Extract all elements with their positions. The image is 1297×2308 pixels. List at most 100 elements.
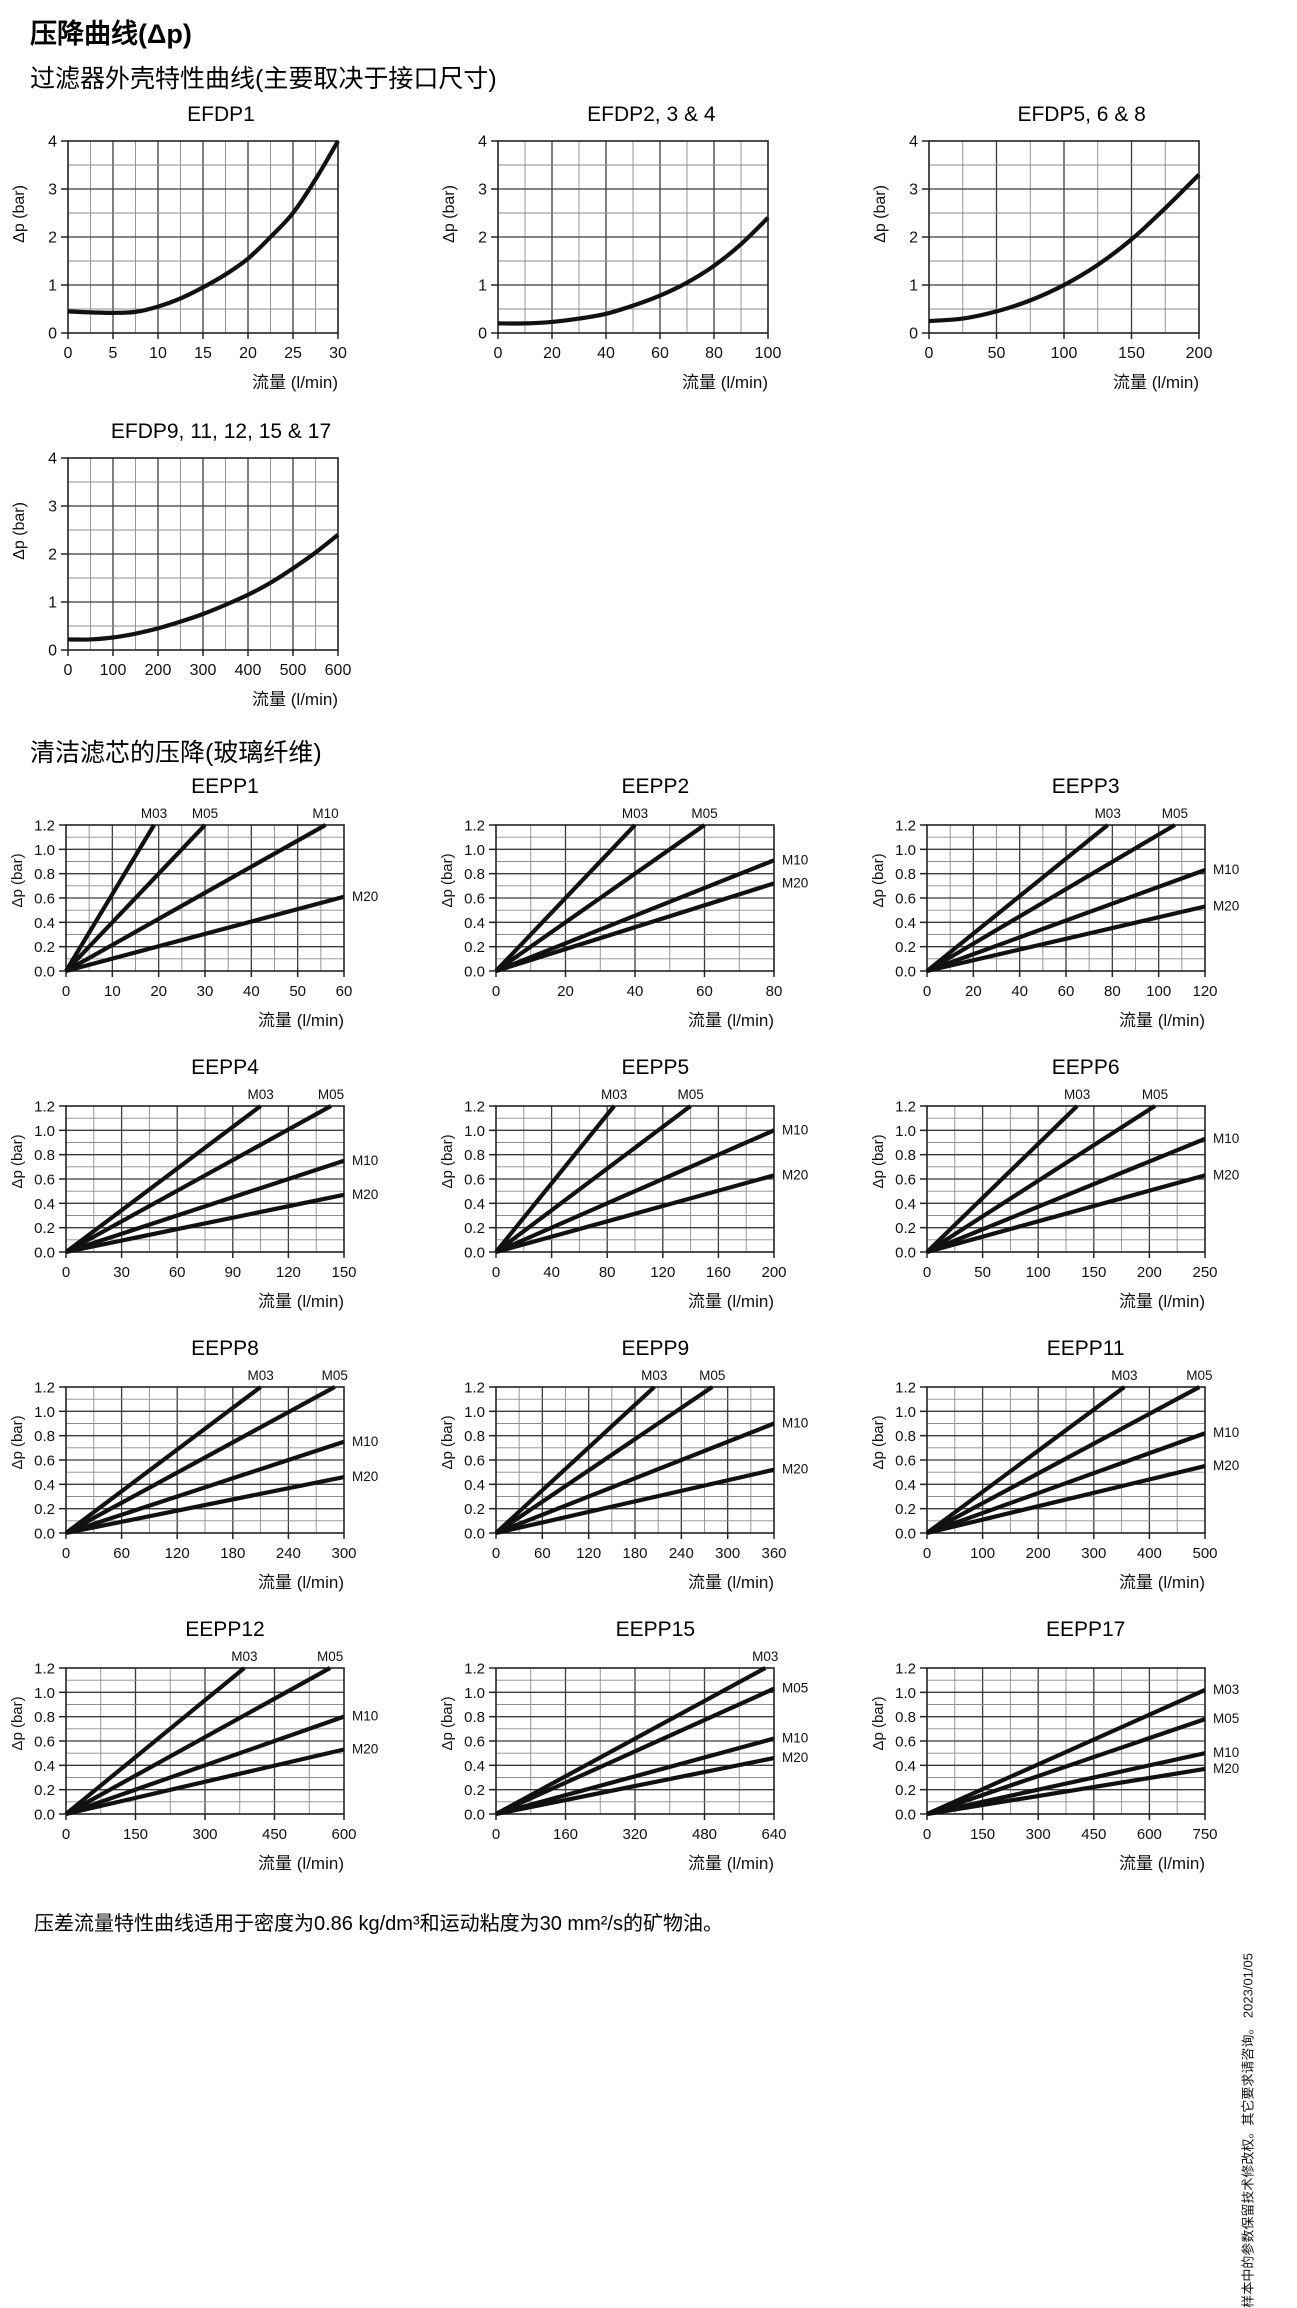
svg-text:0: 0 bbox=[62, 1826, 70, 1843]
label-M03: M03 bbox=[1111, 1368, 1137, 1383]
svg-text:0: 0 bbox=[924, 345, 933, 362]
x-axis-title: 流量 (l/min) bbox=[682, 373, 768, 392]
series bbox=[494, 1104, 776, 1255]
y-axis-title: Δp (bar) bbox=[439, 1134, 456, 1188]
series bbox=[494, 823, 776, 974]
curve-M03 bbox=[495, 1666, 767, 1816]
label-M20: M20 bbox=[782, 875, 808, 890]
svg-text:50: 50 bbox=[974, 1264, 991, 1281]
series bbox=[925, 1104, 1206, 1255]
svg-text:3: 3 bbox=[48, 182, 57, 199]
svg-text:3: 3 bbox=[48, 499, 57, 516]
label-M20: M20 bbox=[352, 1187, 378, 1202]
y-axis-title: Δp (bar) bbox=[439, 853, 456, 907]
svg-text:400: 400 bbox=[1137, 1545, 1162, 1562]
chart-canvas: 0 60 120 180 240 300 流量 (l/min) 0.0 0.2 0.4 0.6 0.8… bbox=[9, 1368, 378, 1592]
label-M10: M10 bbox=[782, 852, 808, 867]
curve bbox=[67, 139, 340, 315]
x-axis-title: 流量 (l/min) bbox=[1119, 1011, 1205, 1030]
x-axis-title: 流量 (l/min) bbox=[1119, 1292, 1205, 1311]
svg-text:0.6: 0.6 bbox=[464, 891, 485, 908]
svg-text:30: 30 bbox=[197, 983, 214, 1000]
x-axis: 0 40 80 120 160 200 流量 (l/min) bbox=[492, 1252, 787, 1311]
label-M05: M05 bbox=[782, 1681, 808, 1696]
label-M10: M10 bbox=[782, 1731, 808, 1746]
curve-M20 bbox=[926, 904, 1206, 974]
label-M03: M03 bbox=[642, 1368, 668, 1383]
svg-text:100: 100 bbox=[1146, 983, 1171, 1000]
svg-text:600: 600 bbox=[1137, 1826, 1162, 1843]
x-axis-title: 流量 (l/min) bbox=[688, 1573, 774, 1592]
y-axis: 0 1 2 3 4 Δp (bar) bbox=[441, 134, 499, 343]
svg-text:0.6: 0.6 bbox=[34, 1453, 55, 1470]
svg-text:0.0: 0.0 bbox=[464, 1807, 485, 1824]
svg-text:300: 300 bbox=[331, 1545, 356, 1562]
svg-text:1.2: 1.2 bbox=[34, 1661, 55, 1678]
curve-M03 bbox=[494, 1385, 657, 1535]
grid bbox=[927, 140, 1200, 334]
x-axis: 0 150 300 450 600 750 流量 (l/min) bbox=[922, 1814, 1217, 1873]
svg-text:4: 4 bbox=[909, 134, 918, 151]
curve-M20 bbox=[926, 1173, 1206, 1255]
label-M20: M20 bbox=[782, 1462, 808, 1477]
svg-text:0.2: 0.2 bbox=[464, 939, 485, 956]
svg-text:20: 20 bbox=[557, 983, 574, 1000]
curve-M10 bbox=[925, 1431, 1206, 1535]
chart-efdp234: EFDP2, 3 & 4 0 20 40 60 80 100 流量 (l/min) 0 1 2 3 4 Δ… bbox=[436, 97, 866, 412]
svg-text:0.0: 0.0 bbox=[895, 964, 916, 981]
svg-text:0.0: 0.0 bbox=[34, 1526, 55, 1543]
series-labels: M03 M05 M10 M20 bbox=[642, 1368, 809, 1477]
y-axis: 0.0 0.2 0.4 0.6 0.8 1.0 1.2 Δp (bar) bbox=[870, 1380, 927, 1543]
curve-M05 bbox=[925, 1104, 1156, 1254]
label-M05: M05 bbox=[678, 1087, 704, 1102]
svg-text:180: 180 bbox=[220, 1545, 245, 1562]
svg-text:2: 2 bbox=[478, 230, 487, 247]
svg-text:100: 100 bbox=[100, 662, 127, 679]
chart-title-efdp568: EFDP5, 6 & 8 bbox=[1017, 103, 1146, 126]
svg-text:0.0: 0.0 bbox=[895, 1807, 916, 1824]
curve-M10 bbox=[65, 1439, 345, 1535]
curve-M03 bbox=[64, 823, 156, 973]
svg-text:0.4: 0.4 bbox=[464, 1758, 485, 1775]
svg-text:40: 40 bbox=[243, 983, 260, 1000]
label-M10: M10 bbox=[352, 1153, 378, 1168]
svg-text:1.0: 1.0 bbox=[895, 1404, 916, 1421]
label-M20: M20 bbox=[1213, 1761, 1239, 1776]
y-axis-title: Δp (bar) bbox=[870, 853, 887, 907]
curve-M10 bbox=[64, 823, 327, 973]
svg-text:1.2: 1.2 bbox=[895, 1099, 916, 1116]
svg-text:3: 3 bbox=[478, 182, 487, 199]
chart-canvas: 0 30 60 90 120 150 流量 (l/min) 0.0 0.2 0.4 0.6 0.8 1.… bbox=[9, 1087, 378, 1311]
svg-text:100: 100 bbox=[1025, 1264, 1050, 1281]
svg-text:0.6: 0.6 bbox=[895, 1172, 916, 1189]
svg-text:0: 0 bbox=[478, 326, 487, 343]
curve-M10 bbox=[65, 1714, 345, 1816]
svg-text:0: 0 bbox=[909, 326, 918, 343]
curve-M10 bbox=[495, 858, 776, 973]
svg-text:1.0: 1.0 bbox=[34, 842, 55, 859]
svg-text:750: 750 bbox=[1192, 1826, 1217, 1843]
curve-M20 bbox=[65, 1474, 345, 1536]
svg-text:0.2: 0.2 bbox=[895, 939, 916, 956]
curve-M10 bbox=[495, 1128, 776, 1254]
series bbox=[64, 823, 345, 974]
x-axis-title: 流量 (l/min) bbox=[1113, 373, 1199, 392]
label-M05: M05 bbox=[1213, 1711, 1239, 1726]
svg-text:0.8: 0.8 bbox=[34, 1428, 55, 1445]
chart-canvas: 0 20 40 60 80 100 流量 (l/min) 0 1 2 3 4 Δp (bar) bbox=[441, 134, 781, 393]
svg-text:50: 50 bbox=[987, 345, 1005, 362]
x-axis: 0 60 120 180 240 300 360 流量 (l/min) bbox=[492, 1533, 787, 1592]
svg-text:1.2: 1.2 bbox=[895, 818, 916, 835]
svg-text:300: 300 bbox=[192, 1826, 217, 1843]
x-axis-title: 流量 (l/min) bbox=[258, 1854, 344, 1873]
label-M20: M20 bbox=[352, 1469, 378, 1484]
curve-M03 bbox=[494, 1104, 617, 1254]
label-M20: M20 bbox=[782, 1167, 808, 1182]
revision-side-note: 样本中的参数保留技术修改权。其它要求请咨询。 2023/01/05 bbox=[1241, 1953, 1256, 2308]
label-M20: M20 bbox=[352, 1742, 378, 1757]
svg-text:1.0: 1.0 bbox=[464, 1685, 485, 1702]
svg-text:0.8: 0.8 bbox=[34, 1709, 55, 1726]
label-M20: M20 bbox=[352, 889, 378, 904]
svg-text:0: 0 bbox=[62, 983, 70, 1000]
svg-text:150: 150 bbox=[1118, 345, 1145, 362]
